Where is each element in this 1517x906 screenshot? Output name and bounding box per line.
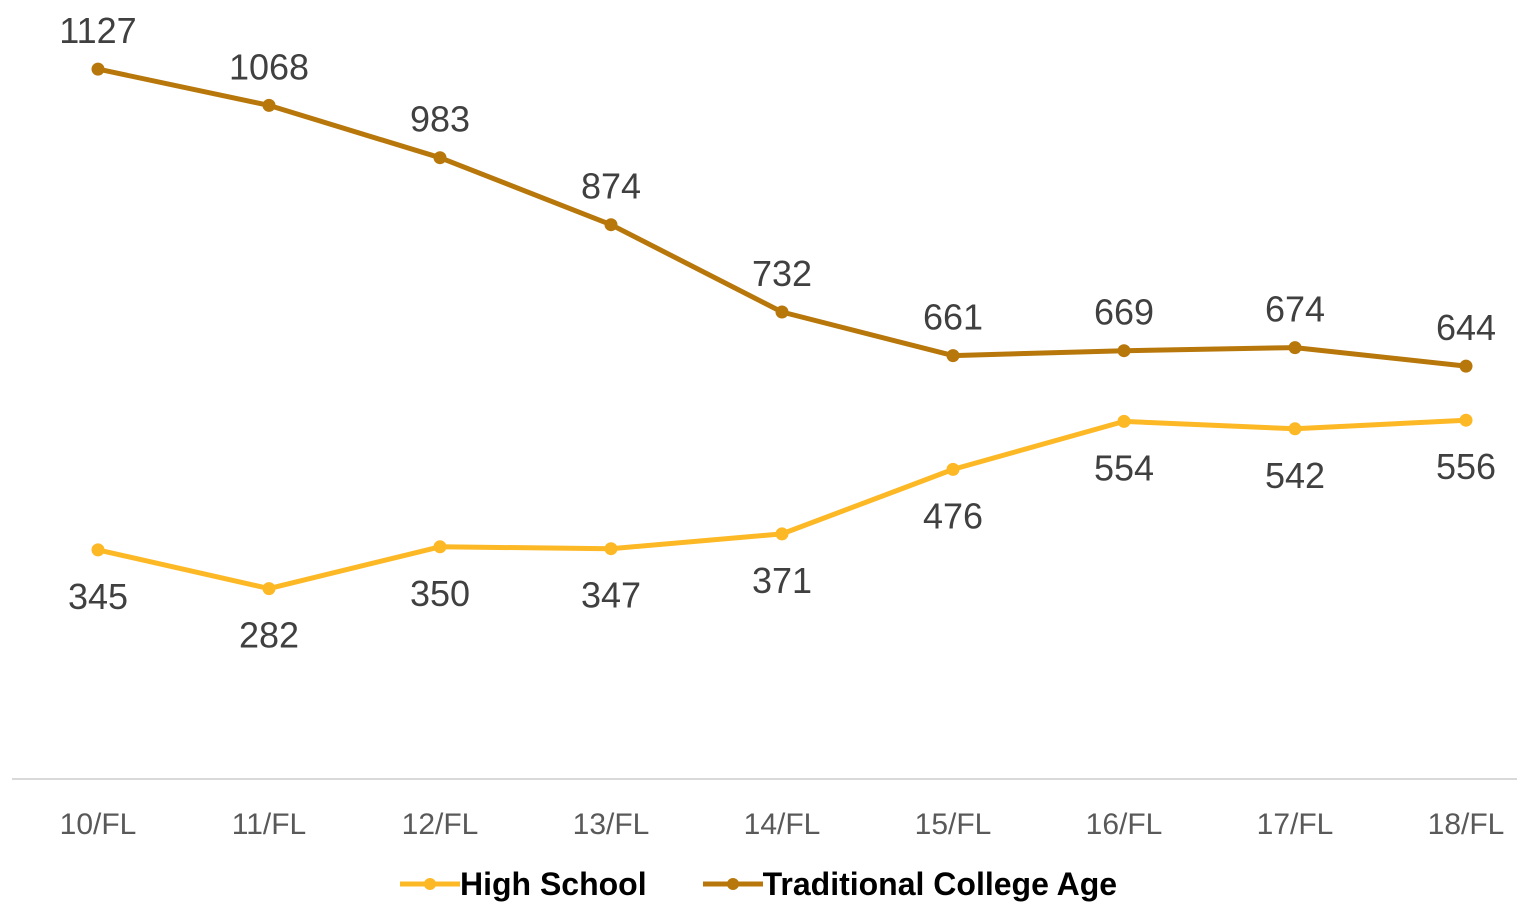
x-tick-labels: 10/FL 11/FL 12/FL 13/FL 14/FL 15/FL 16/FL 17/FL… [60,808,1505,841]
x-tick-label: 17/FL [1257,808,1334,841]
data-point [604,218,618,232]
data-point [946,349,960,363]
series-layer [91,62,1473,596]
data-label: 556 [1436,446,1496,487]
data-label: 350 [410,573,470,614]
data-point [946,462,960,476]
data-point [775,305,789,319]
legend-label: High School [459,865,647,902]
data-label: 282 [239,615,299,656]
legend-line-marker-icon [702,878,763,890]
data-label: 476 [923,495,983,536]
data-label: 661 [923,297,983,338]
series-line [95,66,1469,369]
data-point [1459,359,1473,373]
data-point [1459,413,1473,427]
data-point [91,543,105,557]
x-tick-label: 16/FL [1086,808,1163,841]
x-tick-label: 14/FL [744,808,821,841]
data-point [433,540,447,554]
legend-item-high-school: High School [399,865,647,903]
data-point [1117,344,1131,358]
data-point [775,527,789,541]
data-point [1288,341,1302,355]
x-tick-label: 11/FL [232,808,307,841]
line-chart: 345 282 350 347 371 476 554 542 556 1127 1068 983 87… [12,10,1517,841]
x-tick-label: 18/FL [1428,808,1505,841]
data-label: 345 [68,576,128,617]
data-point [91,62,105,76]
data-point [1288,422,1302,436]
data-label: 554 [1094,447,1154,488]
data-label: 874 [581,166,641,207]
data-point [433,151,447,165]
legend: High School Traditional College Age [0,862,1517,906]
data-labels: 345 282 350 347 371 476 554 542 556 1127 1068 983 87… [59,10,1496,656]
data-label: 669 [1094,292,1154,333]
x-tick-label: 15/FL [915,808,992,841]
x-tick-label: 10/FL [60,808,137,841]
data-label: 1127 [59,10,136,51]
x-tick-label: 13/FL [573,808,650,841]
legend-item-traditional-college-age: Traditional College Age [702,865,1118,903]
data-point [604,542,618,556]
data-point [262,582,276,596]
data-label: 1068 [229,46,309,87]
data-point [262,98,276,112]
data-label: 644 [1436,307,1496,348]
legend-label: Traditional College Age [762,865,1118,902]
data-label: 674 [1265,289,1325,330]
x-tick-label: 12/FL [402,808,479,841]
data-label: 347 [581,575,641,616]
legend-line-marker-icon [399,878,460,890]
data-label: 542 [1265,455,1325,496]
data-label: 371 [752,560,812,601]
data-point [1117,414,1131,428]
data-label: 983 [410,99,470,140]
data-label: 732 [752,253,812,294]
